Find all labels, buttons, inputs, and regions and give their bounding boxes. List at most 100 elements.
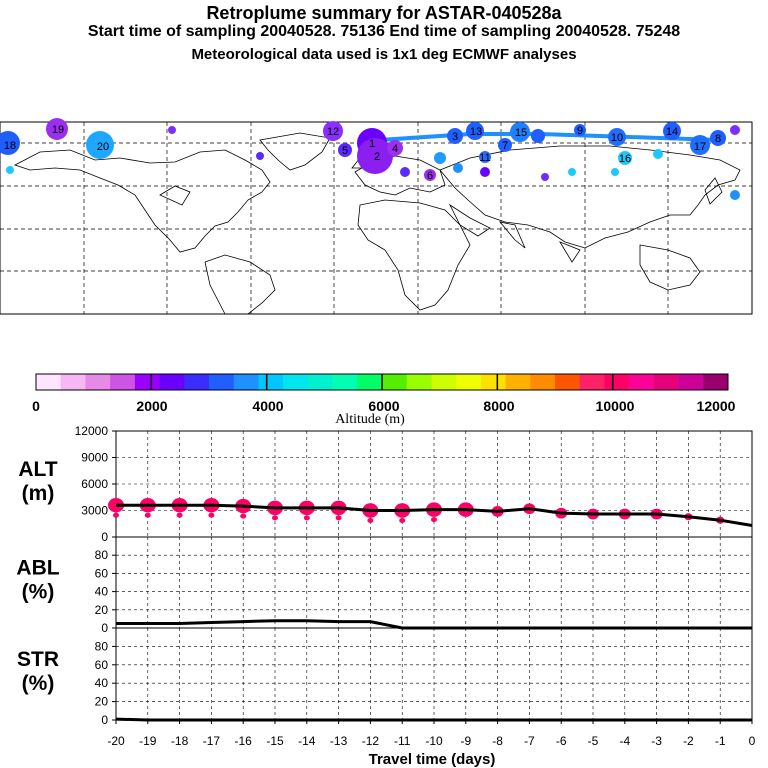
map-day-label: 12 xyxy=(327,126,339,138)
colorbar-segment xyxy=(110,374,136,390)
x-tick-label: -4 xyxy=(619,734,630,748)
altitude-blob xyxy=(367,518,374,523)
x-axis-title: Travel time (days) xyxy=(369,751,496,768)
plume-cluster xyxy=(357,138,393,174)
plume-cluster xyxy=(498,138,512,152)
colorbar-segment xyxy=(85,374,111,390)
colorbar-segment xyxy=(456,374,482,390)
y-tick-label: 0 xyxy=(101,530,108,544)
altitude-blob xyxy=(208,512,215,518)
y-axis-label: (m) xyxy=(22,482,55,505)
colorbar-segment xyxy=(604,374,630,390)
colorbar-segment xyxy=(431,374,457,390)
colorbar-segment xyxy=(579,374,605,390)
x-axis: -20 -19 -18 -17 -16 -15 -14 -13 -12 -11 -10 -9 -8 -7-… xyxy=(107,720,756,748)
colorbar-segment xyxy=(332,374,358,390)
map-panel: 18 19 20 12 13 14 15 16 17 9 10 11 1 2 3… xyxy=(0,118,753,315)
map-day-label: 15 xyxy=(515,127,527,139)
altitude-blob xyxy=(176,512,183,518)
map-day-label: 10 xyxy=(611,132,623,144)
altitude-blob xyxy=(272,515,278,521)
y-tick-label: 20 xyxy=(95,695,109,709)
map-day-label: 6 xyxy=(427,170,433,182)
colorbar-segment xyxy=(159,374,185,390)
plume-cluster xyxy=(541,173,549,181)
colorbar-segment xyxy=(60,374,86,390)
colorbar-title: Altitude (m) xyxy=(335,412,405,427)
y-tick-label: 80 xyxy=(95,639,109,653)
x-tick-label: -10 xyxy=(425,734,443,748)
plume-cluster xyxy=(568,168,576,176)
colorbar-segment xyxy=(678,374,704,390)
series-line-str xyxy=(115,717,752,722)
plume-cluster xyxy=(323,121,343,141)
plume-cluster xyxy=(447,128,463,144)
colorbar-tick-label: 10000 xyxy=(596,398,635,414)
y-tick-label: 40 xyxy=(95,676,109,690)
altitude-blob xyxy=(431,517,437,523)
x-tick-label: -3 xyxy=(651,734,662,748)
plume-cluster xyxy=(574,124,586,136)
plume-cluster xyxy=(387,140,403,156)
series-line-alt xyxy=(116,503,753,527)
y-tick-label: 80 xyxy=(95,548,109,562)
plume-cluster xyxy=(466,122,484,140)
colorbar-segment xyxy=(480,374,506,390)
y-tick-label: 0 xyxy=(101,713,108,727)
x-tick-label: -5 xyxy=(588,734,599,748)
x-tick-label: -13 xyxy=(330,734,348,748)
x-tick-label: -19 xyxy=(139,734,157,748)
altitude-blob xyxy=(335,515,342,521)
colorbar-tick-label: 8000 xyxy=(483,398,514,414)
colorbar-segment xyxy=(283,374,309,390)
colorbar-segment xyxy=(307,374,333,390)
plume-cluster xyxy=(611,168,619,176)
map-day-label: 17 xyxy=(694,141,706,153)
plume-cluster xyxy=(510,122,530,142)
plume-clusters xyxy=(0,118,740,200)
x-tick-label: -6 xyxy=(556,734,567,748)
time-series-panels: 030006000900012000ALT(m)020406080ABL(%)0… xyxy=(16,424,755,748)
colorbar-segment xyxy=(406,374,432,390)
colorbar-segment xyxy=(357,374,383,390)
plume-cluster xyxy=(618,151,632,165)
plume-cluster xyxy=(730,190,740,200)
plume-cluster xyxy=(86,131,114,159)
map-gridlines xyxy=(0,122,752,314)
map-day-label: 3 xyxy=(452,131,458,143)
altitude-blob xyxy=(240,513,247,519)
y-axis-label: (%) xyxy=(22,672,55,695)
plume-cluster xyxy=(434,152,446,164)
x-tick-label: -7 xyxy=(524,734,535,748)
altitude-blob xyxy=(113,512,119,518)
plume-cluster xyxy=(653,149,663,159)
x-tick-label: -15 xyxy=(266,734,284,748)
altitude-blob xyxy=(399,518,406,523)
colorbar-segment xyxy=(382,374,408,390)
plume-cluster xyxy=(730,125,740,135)
x-tick-label: -1 xyxy=(715,734,726,748)
colorbar-tick-label: 2000 xyxy=(136,398,167,414)
colorbar-segment xyxy=(505,374,531,390)
panel-alt: 0 3000 6000 9000 12000 ALT(m) xyxy=(18,424,753,544)
colorbar-segment xyxy=(184,374,210,390)
x-tick-label: -9 xyxy=(460,734,471,748)
map-day-label: 5 xyxy=(342,145,348,157)
x-tick-label: -12 xyxy=(362,734,380,748)
colorbar-segment xyxy=(233,374,259,390)
colorbar-tick-label: 0 xyxy=(32,398,40,414)
altitude-blob xyxy=(144,512,151,518)
x-tick-label: -14 xyxy=(298,734,316,748)
x-tick-label: -18 xyxy=(171,734,189,748)
plume-cluster xyxy=(480,167,490,177)
colorbar-segment xyxy=(209,374,235,390)
plume-cluster xyxy=(690,135,710,155)
map-day-label: 20 xyxy=(97,141,109,153)
y-axis-label: ABL xyxy=(16,557,59,580)
plume-cluster xyxy=(479,151,491,163)
map-day-labels: 18 19 20 12 13 14 15 16 17 9 10 11 1 2 3… xyxy=(4,124,721,182)
panel-abl: 0 20 40 60 80 ABL(%) xyxy=(16,536,753,635)
map-day-label: 9 xyxy=(577,125,583,137)
x-tick-label: -17 xyxy=(203,734,221,748)
panel-str: 0 20 40 60 80 STR(%) xyxy=(17,627,753,727)
